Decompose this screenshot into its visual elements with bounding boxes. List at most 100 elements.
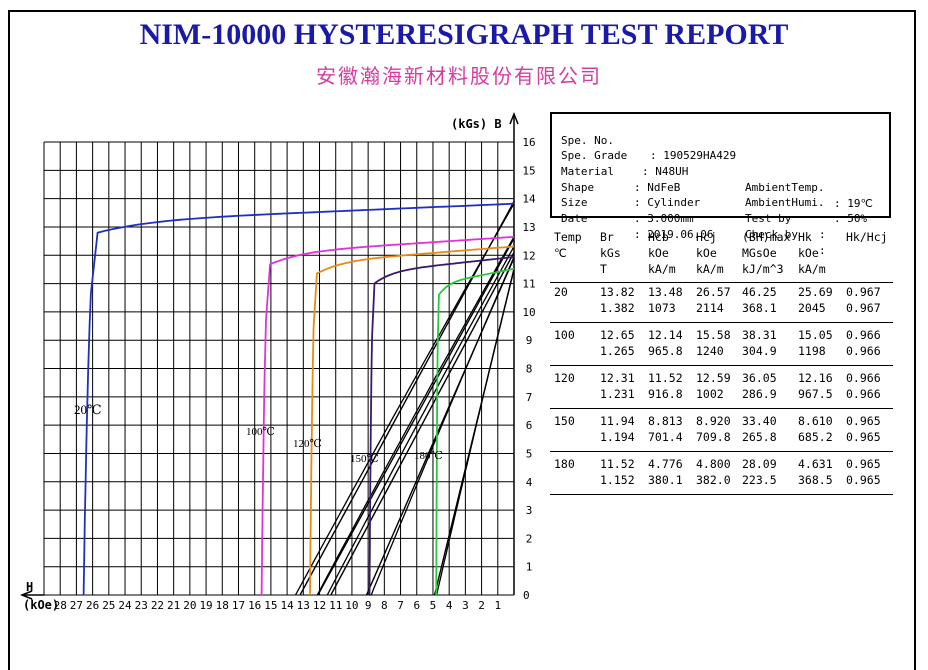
table-row: 120 12.31 1.231 11.52 916.8 12.59 1002 36.05 286… [550,371,893,414]
y-tick-label: 15 [522,164,535,177]
curve-label: 150℃ [350,453,379,465]
table-cell: 12.16 [798,371,833,385]
table-cell: 33.40 [742,414,777,428]
shape-value: : Cylinder [634,196,701,210]
table-cell: 25.69 [798,285,833,299]
table-cell: 965.8 [648,344,683,358]
x-tick-label: 28 [54,599,67,612]
table-header-cell: MGsOe [742,246,777,260]
y-tick-label: 11 [522,278,535,291]
table-cell: 1.265 [600,344,635,358]
table-cell: 8.610 [798,414,833,428]
table-cell: 120 [554,371,575,385]
intrinsic-curve-20c [82,202,515,596]
table-row: 20 13.82 1.382 13.48 1073 26.57 2114 46.25 368.1… [550,285,893,328]
table-cell: 13.48 [648,285,683,299]
table-header-cell: kJ/m^3 [742,262,784,276]
company-name: 安徽瀚海新材料股份有限公司 [316,64,602,88]
check-by-label: Check by [745,227,798,241]
chart-curves [82,201,515,596]
table-header-cell: Hcj [696,230,717,244]
table-cell: 11.94 [600,414,635,428]
y-axis-arrow [509,111,519,125]
x-tick-label: 20 [183,599,196,612]
intrinsic-curve-180c [435,267,515,596]
table-cell: 11.52 [648,371,683,385]
x-tick-label: 26 [86,599,99,612]
table-rule [550,408,893,409]
x-tick-label: 22 [151,599,164,612]
y-tick-label: 16 [522,136,535,149]
table-cell: 12.59 [696,371,731,385]
table-cell: 1002 [696,387,724,401]
table-cell: 0.965 [846,414,881,428]
curve-label: 20℃ [74,402,102,417]
x-tick-label: 13 [297,599,310,612]
table-cell: 11.52 [600,457,635,471]
y-tick-label: 2 [526,532,533,545]
x-tick-label: 8 [381,599,388,612]
y-tick-label: 14 [522,193,536,206]
y-tick-label: 8 [526,363,533,376]
table-cell: 20 [554,285,568,299]
table-cell: 1198 [798,344,826,358]
table-cell: 1240 [696,344,724,358]
table-cell: 0.966 [846,371,881,385]
ambient-temp-label: AmbientTemp. [745,180,825,194]
table-header-cell: kOe [696,246,717,260]
normal-curve [326,246,515,596]
x-tick-label: 19 [199,599,212,612]
table-cell: 180 [554,457,575,471]
table-cell: 4.776 [648,457,683,471]
table-cell: 38.31 [742,328,777,342]
y-axis-label: (kGs) B [451,117,502,131]
table-cell: 265.8 [742,430,777,444]
results-table-body: 20 13.82 1.382 13.48 1073 26.57 2114 46.25 368.1… [550,285,893,500]
x-tick-label: 23 [135,599,148,612]
y-tick-label: 4 [526,476,533,489]
table-cell: 8.813 [648,414,683,428]
x-tick-label: 18 [216,599,229,612]
y-tick-label: 7 [526,391,533,404]
table-cell: 286.9 [742,387,777,401]
x-tick-label: 27 [70,599,83,612]
table-cell: 1.152 [600,473,635,487]
table-rule [550,365,893,366]
x-tick-label: 6 [413,599,420,612]
x-tick-label: 25 [102,599,115,612]
test-by-value: : [819,227,826,241]
x-tick-label: 14 [280,599,294,612]
table-cell: 1073 [648,301,676,315]
table-cell: 382.0 [696,473,731,487]
material-label: Material [561,165,614,179]
table-cell: 4.800 [696,457,731,471]
table-row: 150 11.94 1.194 8.813 701.4 8.920 709.8 33.40 26… [550,414,893,457]
table-rule [550,494,893,495]
table-cell: 967.5 [798,387,833,401]
x-tick-label: 16 [248,599,261,612]
material-value: : NdFeB [634,180,681,194]
size-label: Size [561,196,588,210]
table-cell: 916.8 [648,387,683,401]
table-header-cell: Temp [554,230,582,244]
table-cell: 223.5 [742,473,777,487]
table-cell: 0.965 [846,430,881,444]
y-tick-label: 0 [523,589,530,602]
table-cell: 15.58 [696,328,731,342]
table-row: 100 12.65 1.265 12.14 965.8 15.58 1240 38.31 304… [550,328,893,371]
table-header-cell: kOe [798,246,819,260]
y-tick-label: 10 [522,306,535,319]
x-tick-label: 15 [264,599,277,612]
table-header-cell: kA/m [798,262,826,276]
intrinsic-curve-150c [368,256,515,596]
table-cell: 368.5 [798,473,833,487]
y-tick-label: 13 [522,221,535,234]
table-header-cell: kA/m [696,262,724,276]
table-cell: 304.9 [742,344,777,358]
chart-grid [19,111,519,600]
date-label: Date [561,212,588,226]
table-cell: 368.1 [742,301,777,315]
table-cell: 100 [554,328,575,342]
table-header-cell: kOe [648,246,669,260]
